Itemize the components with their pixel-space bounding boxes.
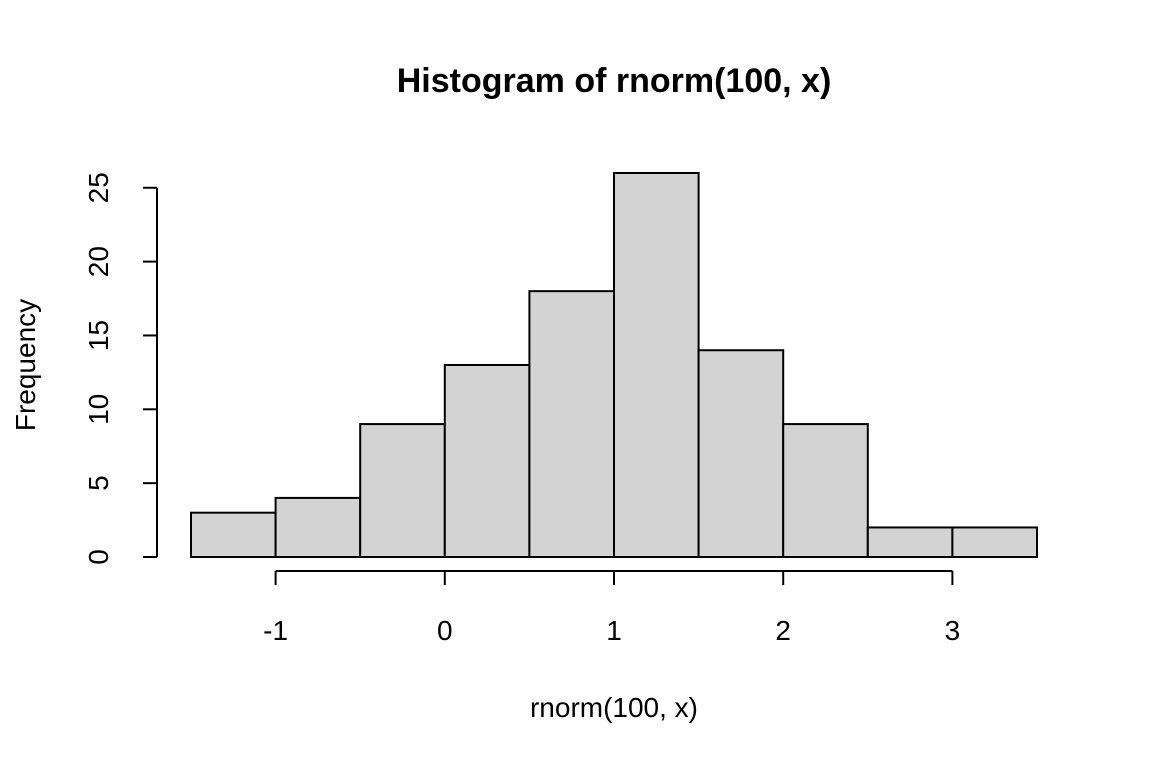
histogram-bar [697,349,785,558]
x-axis: -1 0 1 2 3 [263,570,961,646]
y-tick-label: 20 [83,246,114,277]
histogram-bar [951,526,1039,559]
chart-title: Histogram of rnorm(100, x) [397,62,832,100]
histogram-bar [443,364,531,558]
histogram-bar [190,511,277,559]
histogram-bar [528,290,616,558]
histogram-bar [866,526,954,559]
y-tick-label: 25 [83,172,114,203]
x-tick-label: 3 [945,615,961,646]
histogram-bar [782,423,869,559]
y-tick-label: 0 [83,549,114,565]
y-axis-label: Frequency [10,299,41,431]
y-tick-label: 5 [83,475,114,491]
histogram-bar [359,423,446,559]
y-axis: 0 5 10 15 20 25 [83,172,158,565]
bars-group [190,172,1039,559]
x-tick-label: -1 [263,615,288,646]
x-tick-label: 1 [606,615,622,646]
histogram-bar [613,172,700,558]
x-axis-label: rnorm(100, x) [530,692,698,723]
y-tick-label: 10 [83,394,114,425]
x-tick-label: 0 [437,615,453,646]
histogram-bar [274,496,362,558]
y-tick-label: 15 [83,320,114,351]
x-tick-label: 2 [775,615,791,646]
